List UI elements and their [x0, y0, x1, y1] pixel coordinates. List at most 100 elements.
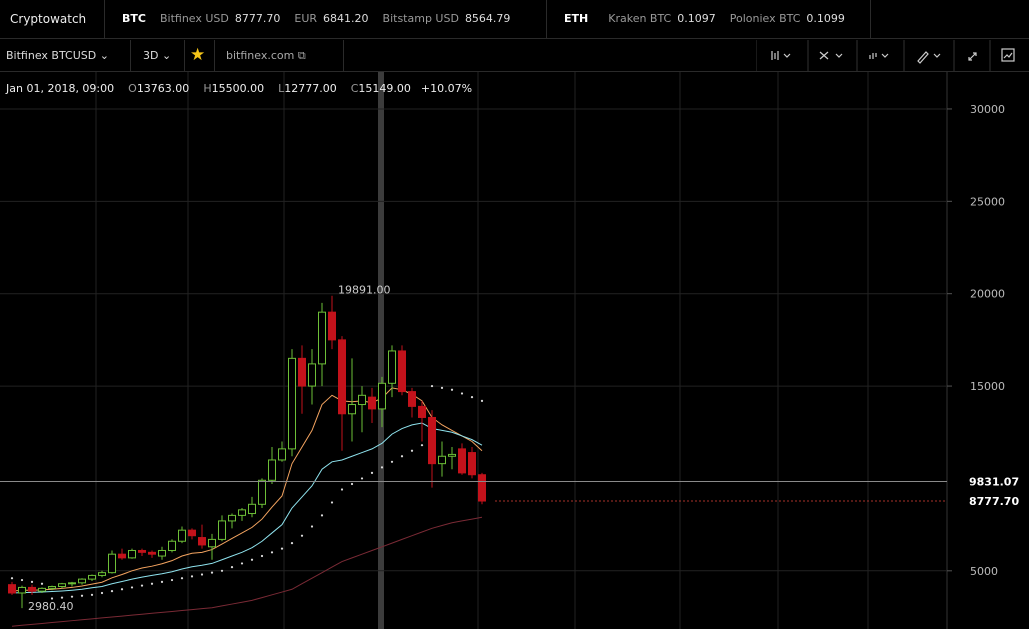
market: Kraken BTC	[608, 12, 672, 25]
candle-body	[368, 396, 376, 410]
sar-dot	[10, 577, 14, 580]
sar-dot	[210, 571, 214, 574]
brand[interactable]: Cryptowatch	[10, 12, 87, 26]
price: 8564.79	[464, 12, 511, 25]
candle-body	[418, 405, 426, 418]
price: 0.1099	[806, 12, 845, 25]
sar-dot	[100, 591, 104, 595]
asset: ETH	[564, 12, 589, 25]
link-text: bitfinex.com	[226, 49, 295, 62]
field-value: 12777.00	[284, 82, 337, 95]
candle-body	[58, 583, 66, 588]
toolbar: Bitfinex BTCUSD ⌄ 3D ⌄ ★ bitfinex.com ⧉	[0, 40, 1029, 72]
candle-body	[188, 529, 196, 537]
high-label: 19891.00	[338, 284, 391, 297]
sar-dot	[460, 392, 464, 395]
chart-type-icon[interactable]	[771, 51, 791, 60]
candle-body	[398, 350, 406, 393]
interval-selector[interactable]: 3D ⌄	[143, 49, 172, 62]
candle-body	[468, 452, 476, 476]
sar-dot	[140, 584, 144, 587]
separator	[870, 0, 871, 38]
sar-dot	[480, 399, 484, 402]
sar-dot	[180, 577, 184, 580]
sar-dot	[170, 578, 174, 582]
indicator-icon[interactable]	[819, 51, 843, 60]
candle-body	[158, 549, 166, 557]
sar-dot	[30, 580, 34, 583]
separator	[130, 40, 131, 71]
y-tick-label: 30000	[970, 103, 1005, 116]
ticker-bar: Cryptowatch BTC Bitfinex USD 8777.70 EUR 684…	[0, 0, 1029, 39]
market: Bitfinex USD	[159, 12, 229, 25]
candle-body	[328, 311, 336, 341]
field-key: H	[203, 82, 212, 95]
candle-body	[218, 520, 226, 540]
sar-dot	[400, 455, 404, 458]
sar-dot	[440, 386, 444, 390]
candle-body	[28, 586, 36, 592]
sar-dot	[40, 582, 44, 585]
y-tick-label: 20000	[970, 288, 1005, 301]
sar-dot	[410, 449, 414, 452]
favorite-star[interactable]: ★	[190, 45, 206, 65]
sar-dot	[190, 575, 194, 578]
candle-body	[38, 587, 46, 592]
candle-body	[428, 416, 436, 465]
date: Jan 01, 2018, 09:00	[6, 82, 115, 95]
price: 6841.20	[323, 12, 369, 25]
y-tick-label: 25000	[970, 195, 1005, 208]
candle-body	[238, 509, 246, 516]
exchange-link[interactable]: bitfinex.com ⧉	[226, 49, 306, 62]
field-value: 15500.00	[211, 82, 265, 95]
candle-body	[338, 339, 346, 415]
sar-dot	[20, 578, 24, 582]
settings-icon[interactable]	[1001, 48, 1015, 62]
separator	[184, 40, 185, 71]
price-label: 9831.07	[969, 476, 1019, 489]
field-value: 15149.00	[358, 82, 411, 95]
separator	[343, 40, 344, 71]
sar-dot	[130, 586, 134, 589]
sar-dot	[160, 580, 164, 583]
sar-dot	[240, 562, 244, 565]
sar-dot	[430, 384, 434, 388]
candle-body	[408, 391, 416, 407]
overlay-icon[interactable]	[869, 53, 889, 59]
sar-dot	[80, 594, 84, 597]
candle-body	[168, 540, 176, 551]
moving-average	[11, 516, 483, 627]
sar-dot	[50, 597, 54, 600]
candle-body	[78, 578, 86, 584]
sar-dot	[260, 554, 264, 558]
moving-average	[11, 422, 483, 594]
crosshair	[378, 72, 384, 629]
candle-body	[108, 553, 116, 574]
separator	[546, 0, 547, 38]
candle-body	[148, 551, 156, 555]
sar-dot	[370, 471, 374, 474]
market: Bitstamp USD	[382, 12, 459, 25]
ohlc-readout: Jan 01, 2018, 09:00 O13763.00 H15500.00 L12…	[6, 82, 472, 95]
candle-body	[248, 503, 256, 515]
fullscreen-icon[interactable]	[968, 52, 977, 61]
price-label-bg	[948, 493, 1029, 510]
asset: BTC	[122, 12, 146, 25]
candle-body	[268, 459, 276, 481]
sar-dot	[280, 547, 284, 550]
y-tick-label: 15000	[970, 380, 1005, 393]
chart: 5000 15000 20000 25000 30000 9831.07 8777.70 19…	[0, 72, 1029, 629]
draw-icon[interactable]	[917, 51, 941, 64]
price: 0.1097	[677, 12, 716, 25]
low-label: 2980.40	[28, 600, 74, 613]
separator	[214, 40, 215, 71]
ticker-group[interactable]: ETH Kraken BTC 0.1097 Poloniex BTC 0.1099	[564, 0, 845, 38]
candle-body	[318, 311, 326, 365]
market: EUR	[294, 12, 318, 25]
market-selector[interactable]: Bitfinex BTCUSD ⌄	[6, 49, 109, 62]
candle-body	[458, 448, 466, 474]
candle-body	[358, 394, 366, 406]
sar-dot	[220, 569, 224, 572]
sar-dot	[90, 593, 94, 596]
ticker-group[interactable]: BTC Bitfinex USD 8777.70 EUR 6841.20 Bitstamp…	[122, 0, 510, 38]
